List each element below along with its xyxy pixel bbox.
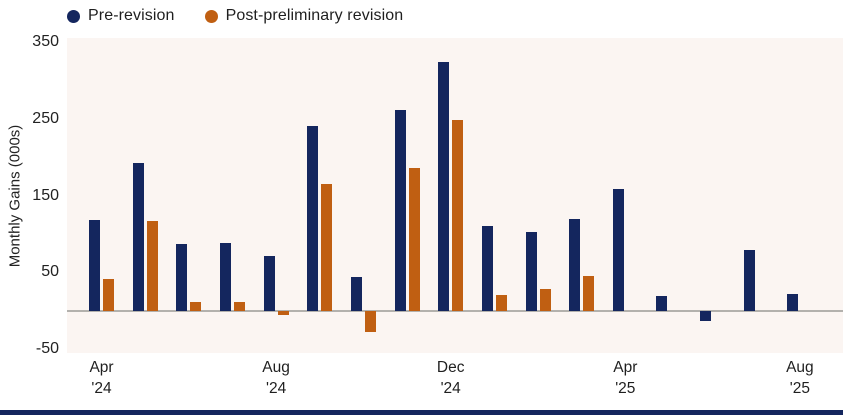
pre-revision-dot-icon bbox=[67, 9, 80, 23]
bar-pre-revision-jul-24 bbox=[219, 243, 231, 311]
x-tick-year: '24 bbox=[265, 380, 287, 397]
y-tick-label--50: -50 bbox=[35, 340, 59, 358]
bar-pre-revision-jun-24 bbox=[176, 243, 188, 311]
bar-pre-revision-sep-24 bbox=[307, 125, 319, 311]
bar-pre-revision-may-24 bbox=[132, 162, 144, 311]
bar-post-preliminary-revision-jun-24 bbox=[190, 301, 202, 311]
legend-label-pre-revision: Pre-revision bbox=[88, 7, 175, 24]
bar-post-preliminary-revision-jan-25 bbox=[495, 294, 507, 311]
bar-pre-revision-dec-24 bbox=[438, 61, 450, 311]
x-tick-month: Apr bbox=[613, 359, 638, 376]
chart-legend: Pre-revision Post-preliminary revision bbox=[67, 7, 403, 25]
y-axis-tick-labels: 350 250 150 50 -50 bbox=[0, 0, 59, 415]
x-tick-year: '24 bbox=[91, 380, 112, 397]
bar-post-preliminary-revision-feb-25 bbox=[539, 288, 551, 311]
x-tick-label-dec-24: Dec '24 bbox=[437, 357, 465, 399]
bar-pre-revision-aug-24 bbox=[263, 256, 275, 311]
bar-pre-revision-apr-25 bbox=[612, 188, 624, 311]
x-tick-month: Dec bbox=[436, 359, 465, 376]
x-tick-month: Apr bbox=[89, 359, 114, 376]
x-tick-label-apr-24: Apr '24 bbox=[89, 357, 113, 399]
bar-post-preliminary-revision-mar-25 bbox=[583, 276, 595, 311]
bar-pre-revision-may-25 bbox=[656, 296, 668, 311]
x-tick-year: '24 bbox=[440, 380, 461, 397]
bar-post-preliminary-revision-may-24 bbox=[146, 220, 158, 311]
bar-pre-revision-nov-24 bbox=[394, 110, 406, 311]
bar-post-preliminary-revision-apr-24 bbox=[103, 278, 114, 311]
x-tick-year: '25 bbox=[789, 380, 810, 397]
x-tick-year: '25 bbox=[615, 380, 636, 397]
bar-post-preliminary-revision-nov-24 bbox=[408, 167, 420, 311]
legend-item-pre-revision: Pre-revision bbox=[67, 7, 175, 25]
y-tick-label-50: 50 bbox=[41, 263, 59, 281]
legend-label-post-preliminary-revision: Post-preliminary revision bbox=[225, 7, 404, 24]
x-tick-label-aug-25: Aug '25 bbox=[786, 357, 814, 399]
bar-post-preliminary-revision-jul-24 bbox=[233, 302, 245, 311]
zero-axis-line bbox=[67, 309, 843, 312]
post-preliminary-revision-dot-icon bbox=[204, 9, 218, 23]
y-tick-label-350: 350 bbox=[32, 32, 59, 50]
x-tick-label-aug-24: Aug '24 bbox=[262, 357, 290, 399]
bar-pre-revision-aug-25 bbox=[787, 293, 799, 311]
plot-area bbox=[67, 38, 843, 353]
bar-pre-revision-jul-25 bbox=[743, 250, 755, 311]
x-tick-month: Aug bbox=[786, 359, 814, 376]
bar-post-preliminary-revision-sep-24 bbox=[321, 184, 333, 311]
y-tick-label-250: 250 bbox=[32, 109, 59, 127]
bar-post-preliminary-revision-oct-24 bbox=[364, 310, 376, 333]
bar-pre-revision-apr-24 bbox=[89, 220, 100, 311]
bar-pre-revision-jun-25 bbox=[700, 310, 712, 321]
bar-post-preliminary-revision-dec-24 bbox=[452, 120, 464, 311]
y-tick-label-150: 150 bbox=[32, 186, 59, 204]
legend-item-post-preliminary-revision: Post-preliminary revision bbox=[204, 7, 404, 25]
x-tick-label-apr-25: Apr '25 bbox=[613, 357, 637, 399]
bar-pre-revision-mar-25 bbox=[569, 218, 581, 311]
bar-pre-revision-oct-24 bbox=[350, 276, 362, 311]
bottom-axis-line bbox=[0, 410, 843, 415]
bar-pre-revision-jan-25 bbox=[481, 225, 493, 311]
bar-pre-revision-feb-25 bbox=[525, 232, 537, 311]
x-axis-tick-labels: Apr '24 Aug '24 Dec '24 Apr '25 Aug '25 bbox=[0, 357, 843, 403]
bar-post-preliminary-revision-aug-24 bbox=[277, 310, 289, 316]
x-tick-month: Aug bbox=[262, 359, 290, 376]
